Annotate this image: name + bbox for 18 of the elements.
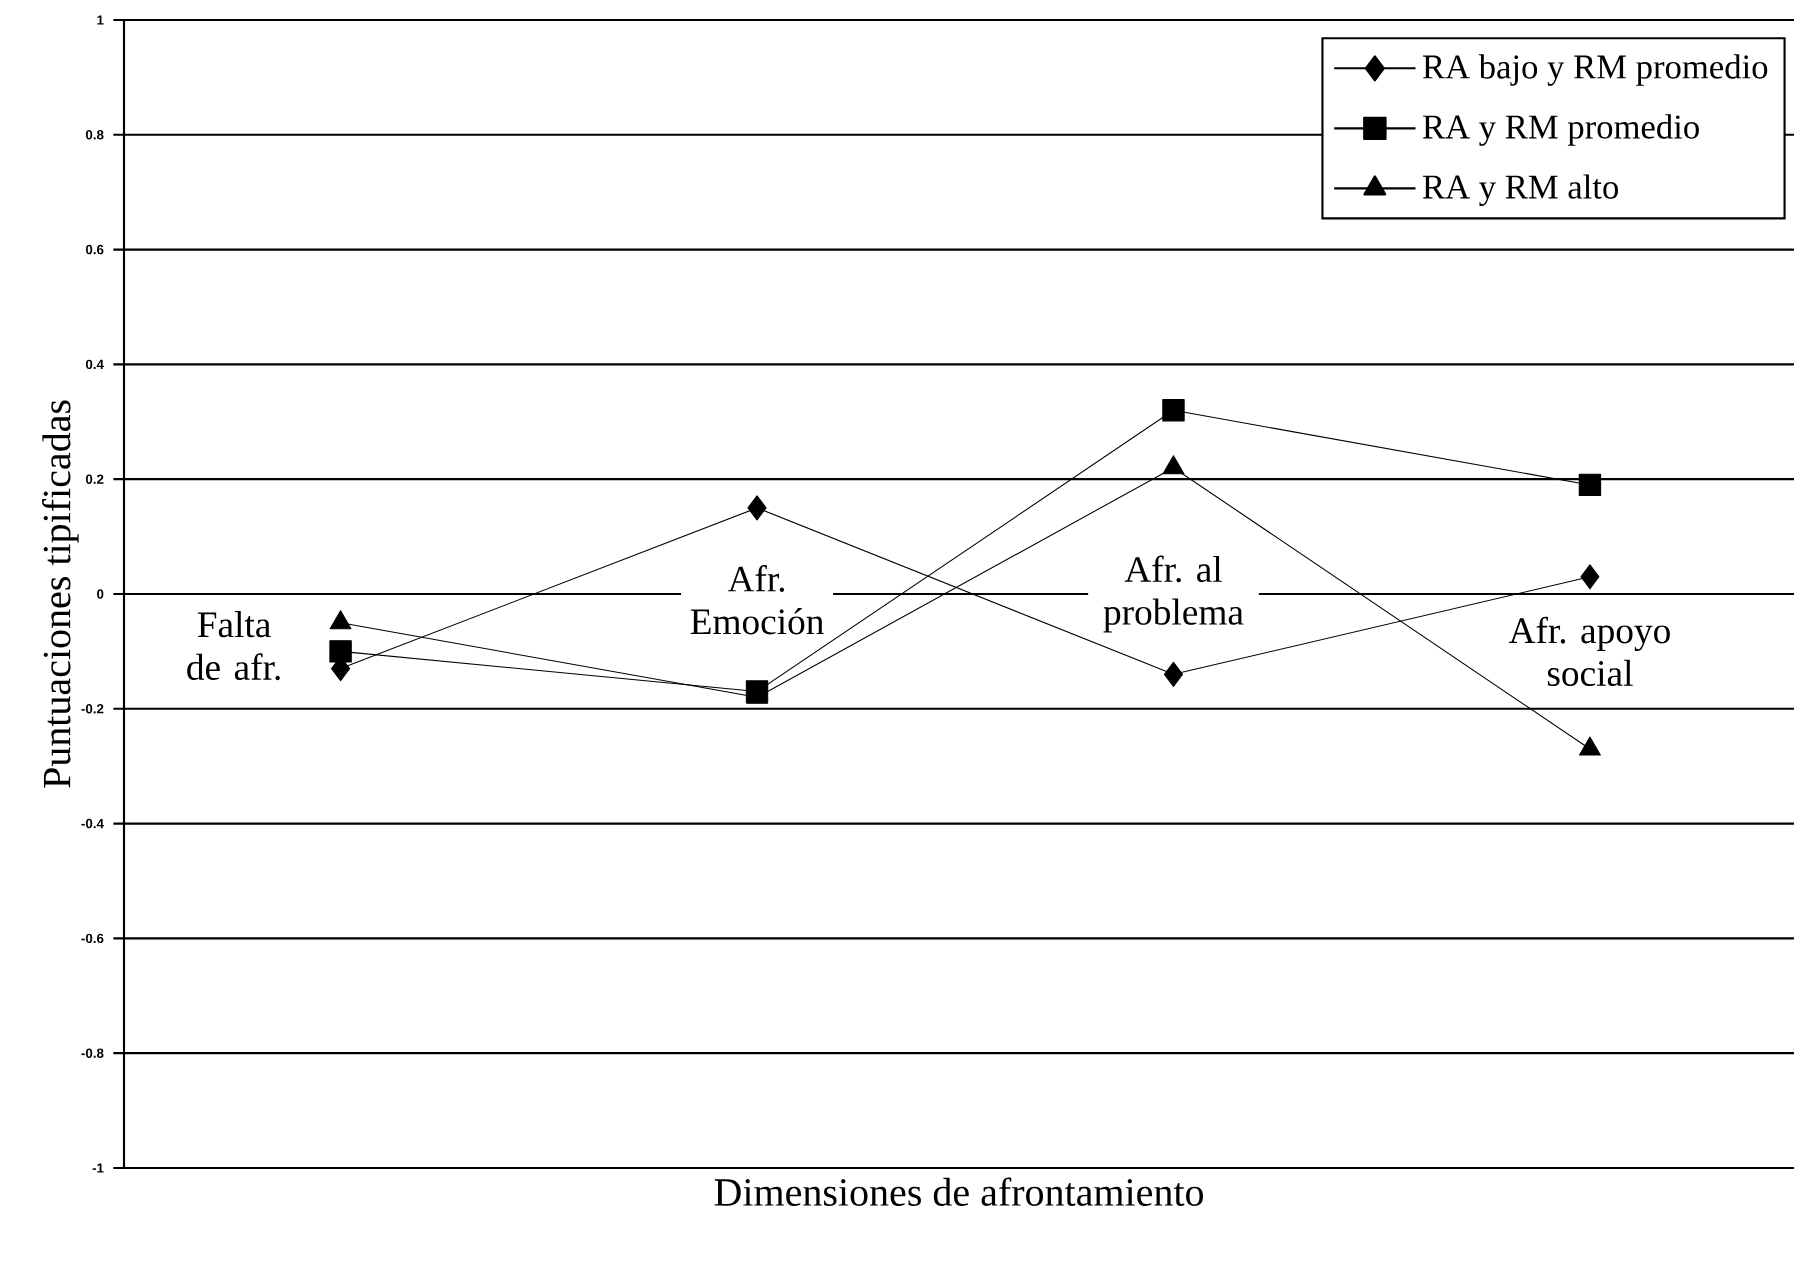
x-axis-title: Dimensiones de afrontamiento <box>714 1177 1204 1206</box>
x-tick-label: Afr. apoyo social <box>1508 616 1670 687</box>
point <box>1580 564 1600 590</box>
point <box>1162 455 1185 475</box>
point <box>329 640 352 663</box>
y-axis-title: Puntuaciones tipificadas <box>41 400 79 788</box>
point <box>1578 736 1601 756</box>
x-tick-label: Afr. Emoción <box>690 565 824 635</box>
point <box>1163 661 1184 687</box>
x-tick-label: Falta de afr. <box>187 611 280 681</box>
point <box>329 610 352 630</box>
point <box>1578 473 1602 497</box>
point <box>747 495 767 521</box>
point <box>1162 399 1185 422</box>
legend-label: RA bajo y RM promedio <box>1422 54 1768 86</box>
x-tick-label: Afr. al problema <box>1103 555 1244 633</box>
legend-label: RA y RM promedio <box>1422 114 1699 146</box>
legend-label: RA y RM alto <box>1422 174 1618 206</box>
